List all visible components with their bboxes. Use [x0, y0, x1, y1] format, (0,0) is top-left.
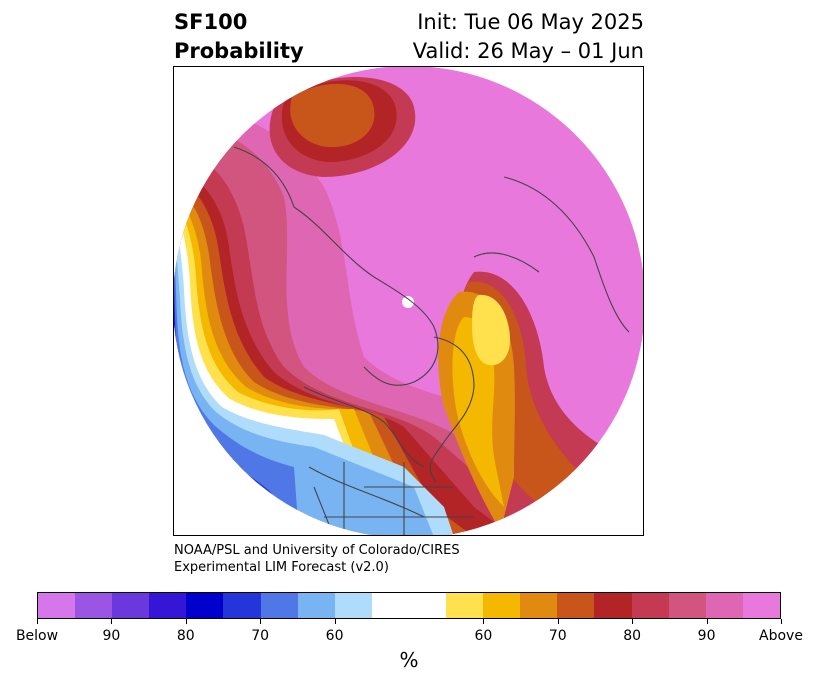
- title-line1: SF100: [174, 10, 248, 34]
- colorbar-tick: [632, 619, 634, 624]
- colorbar-cell: [742, 593, 780, 618]
- colorbar-cell: [483, 593, 521, 618]
- colorbar-tick: [334, 619, 336, 624]
- colorbar-tick-label: 60: [474, 628, 493, 644]
- colorbar-unit: %: [399, 648, 419, 672]
- colorbar-cell: [75, 593, 113, 618]
- colorbar-cell: [38, 593, 76, 618]
- nw-blob-65: [290, 83, 375, 148]
- colorbar-cell: [520, 593, 558, 618]
- colorbar-cell: [371, 593, 409, 618]
- colorbar-cell: [594, 593, 632, 618]
- pole-marker: [402, 296, 414, 308]
- colorbar-tick: [706, 619, 708, 624]
- map-title: SF100 Probability: [174, 8, 304, 66]
- map-credit: NOAA/PSL and University of Colorado/CIRE…: [174, 542, 460, 576]
- colorbar-cell: [705, 593, 743, 618]
- colorbar-tick: [185, 619, 187, 624]
- colorbar-cell: [446, 593, 484, 618]
- colorbar-cell: [668, 593, 706, 618]
- colorbar-cell: [223, 593, 261, 618]
- colorbar-tick: [37, 619, 38, 624]
- colorbar-tick-label: Above: [759, 628, 803, 644]
- colorbar-cell: [631, 593, 669, 618]
- colorbar-tick-label: 80: [623, 628, 642, 644]
- east-plume-50: [472, 294, 511, 366]
- forecast-dates: Init: Tue 06 May 2025 Valid: 26 May – 01…: [413, 8, 644, 66]
- colorbar-tick: [260, 619, 262, 624]
- colorbar: [37, 592, 781, 619]
- credit-line2: Experimental LIM Forecast (v2.0): [174, 560, 389, 575]
- credit-line1: NOAA/PSL and University of Colorado/CIRE…: [174, 543, 460, 558]
- colorbar-tick: [483, 619, 485, 624]
- colorbar-cell: [112, 593, 150, 618]
- init-date: Init: Tue 06 May 2025: [417, 10, 644, 34]
- colorbar-tick-label: 90: [102, 628, 121, 644]
- colorbar-cell: [260, 593, 298, 618]
- colorbar-cell: [297, 593, 335, 618]
- colorbar-tick-label: 80: [176, 628, 195, 644]
- colorbar-tick: [111, 619, 113, 624]
- colorbar-cell: [334, 593, 372, 618]
- colorbar-tick-label: 60: [325, 628, 344, 644]
- colorbar-tick: [781, 619, 782, 624]
- colorbar-tick-label: Below: [15, 628, 59, 644]
- colorbar-cell: [557, 593, 595, 618]
- colorbar-tick-label: 70: [251, 628, 270, 644]
- coastlines: [233, 146, 630, 535]
- probability-map-svg: [174, 67, 643, 535]
- colorbar-cell: [186, 593, 224, 618]
- polar-map: [173, 66, 644, 536]
- title-line2: Probability: [174, 39, 304, 63]
- colorbar-tick: [557, 619, 559, 624]
- colorbar-cell: [408, 593, 447, 618]
- colorbar-cell: [149, 593, 187, 618]
- valid-date: Valid: 26 May – 01 Jun: [412, 39, 644, 63]
- colorbar-tick-label: 90: [697, 628, 716, 644]
- colorbar-tick-label: 70: [548, 628, 567, 644]
